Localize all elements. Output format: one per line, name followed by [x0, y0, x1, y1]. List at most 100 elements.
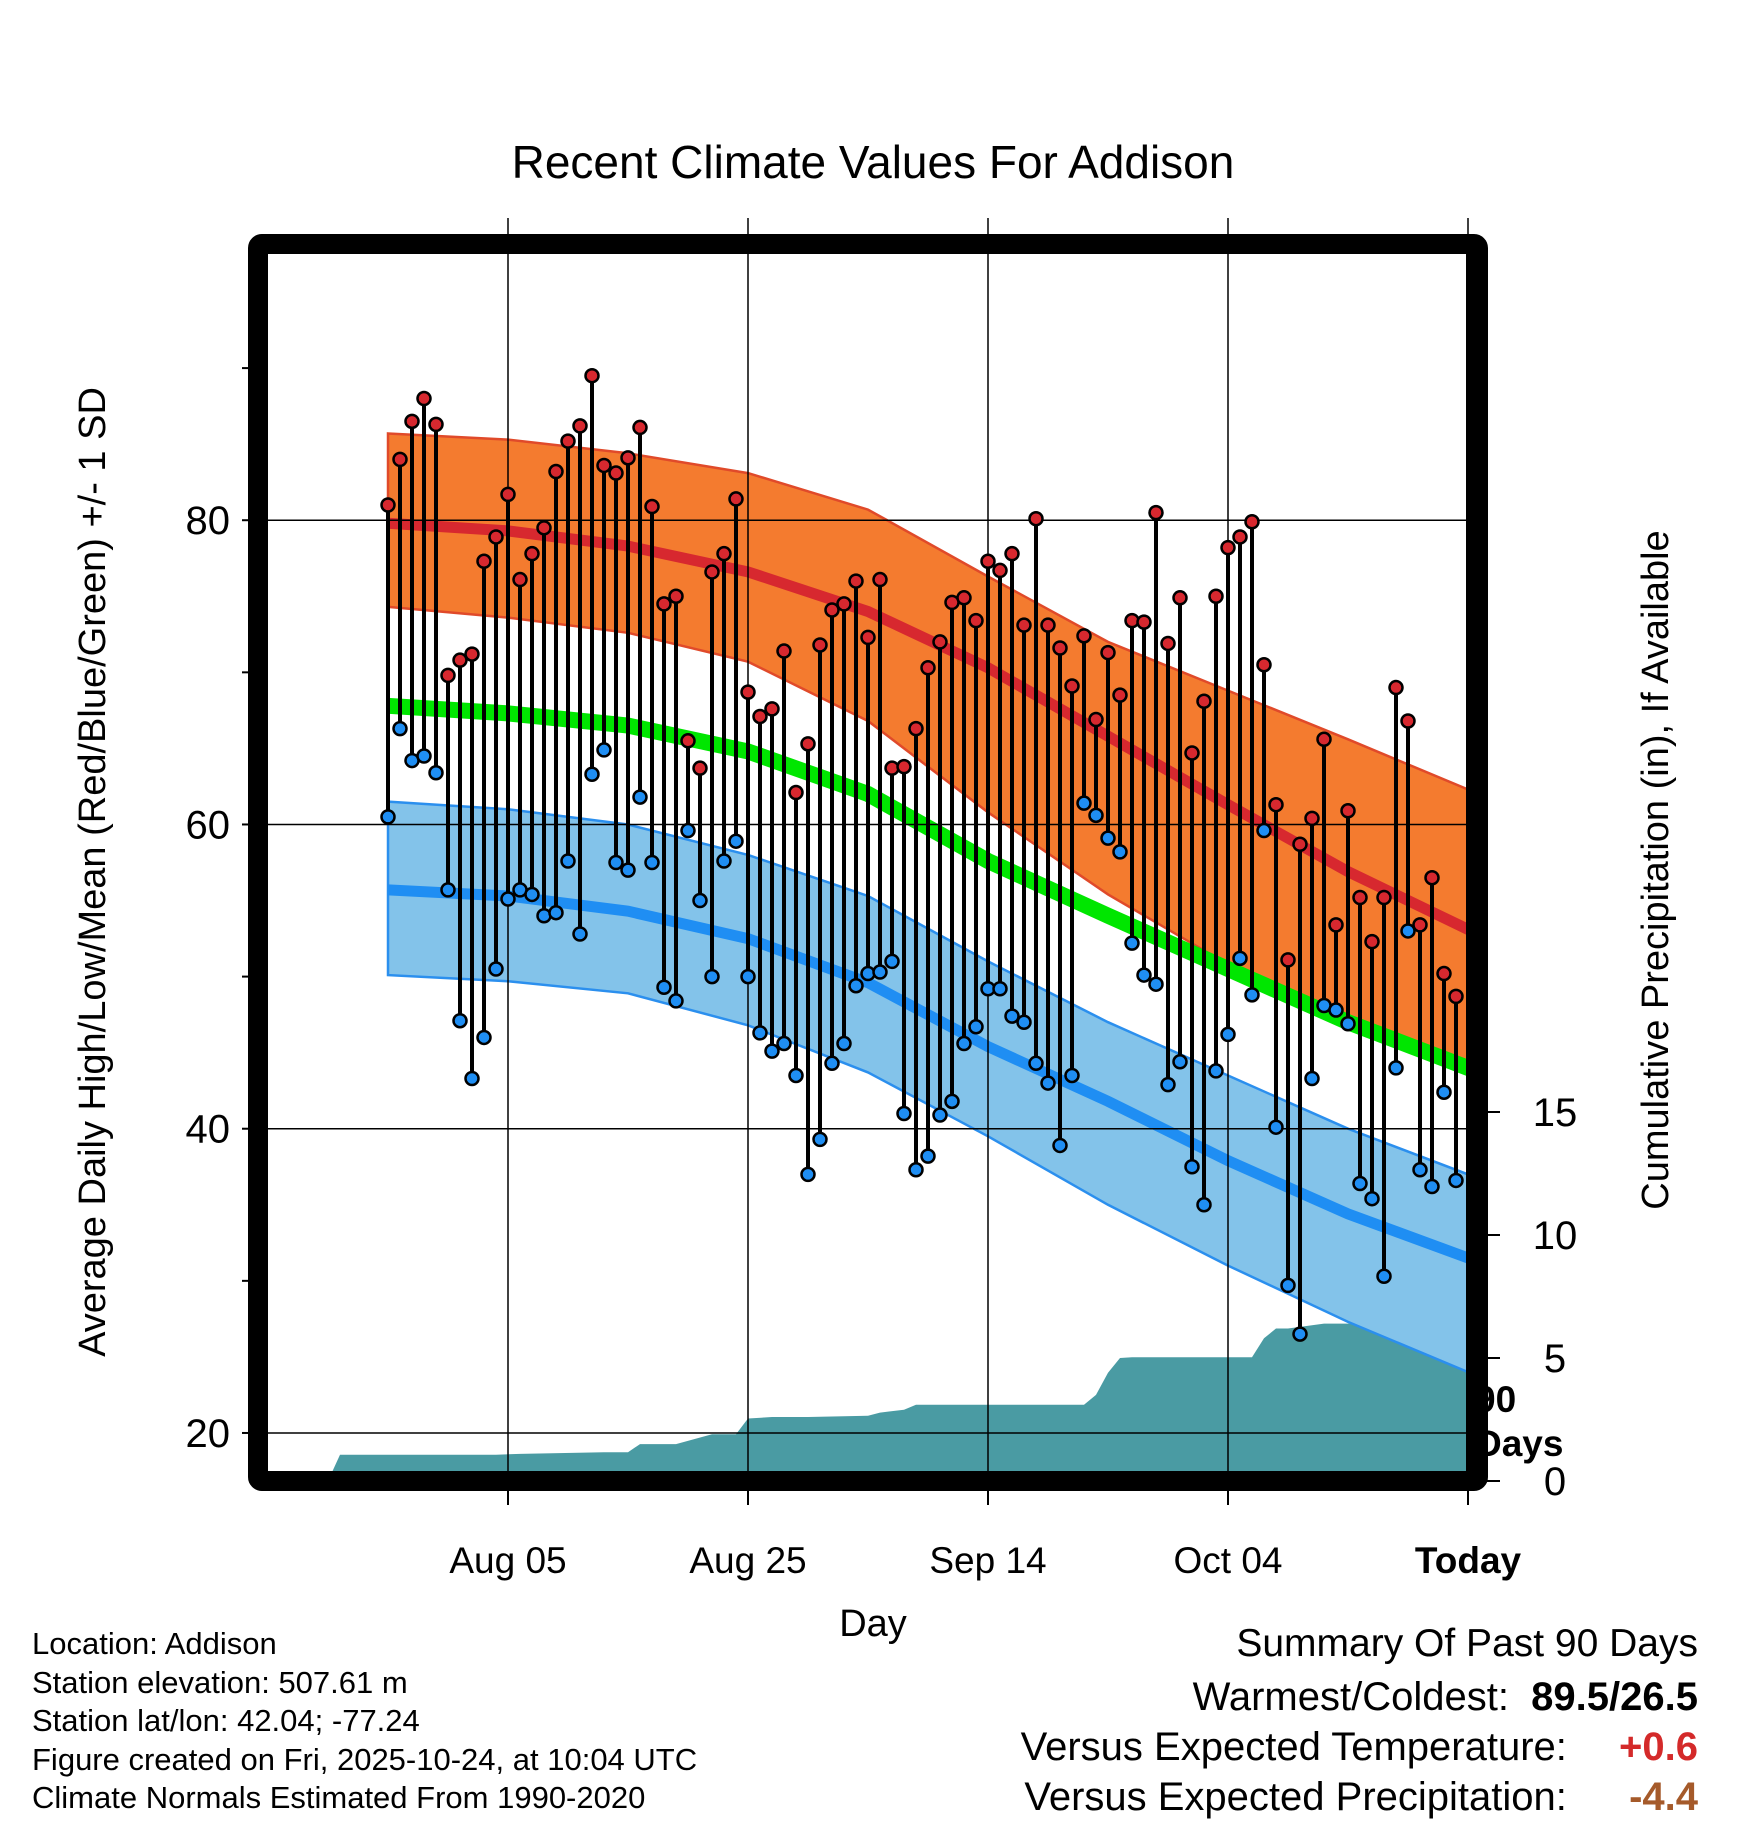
low-point — [1208, 1063, 1224, 1079]
info-created: Figure created on Fri, 2025-10-24, at 10… — [32, 1741, 698, 1777]
low-point — [392, 720, 408, 737]
low-point — [644, 854, 660, 871]
low-point — [1004, 1008, 1020, 1024]
y-tick-label: 60 — [186, 803, 231, 847]
high-point — [680, 733, 696, 749]
low-point — [416, 748, 432, 764]
high-point — [860, 629, 876, 646]
daily-bars — [380, 367, 1464, 1342]
high-point — [1388, 679, 1404, 696]
chart-title: Recent Climate Values For Addison — [512, 136, 1235, 188]
high-point — [416, 390, 432, 407]
low-point — [656, 979, 672, 995]
high-point — [392, 451, 408, 468]
high-point — [1208, 588, 1224, 605]
low-point — [476, 1029, 492, 1046]
low-point — [1196, 1197, 1212, 1213]
high-point — [824, 602, 840, 618]
high-point — [632, 419, 648, 436]
summary-precipitation: Versus Expected Precipitation: -4.4 — [1021, 1772, 1698, 1822]
low-point — [1364, 1190, 1380, 1207]
high-point — [656, 596, 672, 612]
high-point — [692, 760, 708, 776]
high-point — [1064, 678, 1080, 694]
low-point — [1304, 1070, 1320, 1087]
high-point — [788, 784, 804, 801]
low-point — [896, 1105, 912, 1122]
high-point — [1148, 504, 1164, 521]
high-point — [1280, 952, 1296, 968]
high-point — [1256, 656, 1272, 673]
low-point — [1160, 1076, 1176, 1093]
low-point — [992, 981, 1008, 997]
low-point — [1088, 807, 1104, 824]
high-point — [800, 736, 816, 752]
high-point — [716, 545, 732, 562]
high-point — [1400, 713, 1416, 729]
low-point — [620, 862, 636, 878]
low-point — [1244, 987, 1260, 1003]
low-point — [1124, 935, 1140, 951]
info-elevation: Station elevation: 507.61 m — [32, 1664, 408, 1700]
high-point — [1328, 917, 1344, 933]
high-point — [1304, 810, 1320, 827]
low-point — [524, 886, 540, 903]
high-point — [1076, 628, 1092, 644]
high-point — [1316, 731, 1332, 748]
high-point — [452, 652, 468, 668]
high-point — [1424, 869, 1440, 886]
high-point — [1040, 617, 1056, 633]
high-point — [992, 562, 1008, 579]
high-point — [476, 553, 492, 570]
high-point — [500, 486, 516, 503]
high-point — [1364, 933, 1380, 950]
low-point — [1340, 1016, 1356, 1032]
summary-temperature: Versus Expected Temperature: +0.6 — [1021, 1722, 1698, 1772]
y2-tick-label: 15 — [1533, 1091, 1578, 1135]
high-point — [572, 418, 588, 434]
high-point — [956, 590, 972, 606]
low-point — [1424, 1178, 1440, 1195]
low-point — [764, 1043, 780, 1059]
low-point — [680, 822, 696, 839]
low-point — [848, 977, 864, 994]
low-point — [1028, 1055, 1044, 1072]
summary-panel: Summary Of Past 90 Days Warmest/Coldest:… — [1021, 1620, 1698, 1822]
low-point — [872, 964, 888, 980]
low-point — [932, 1107, 948, 1123]
high-point — [740, 684, 756, 700]
low-point — [1016, 1014, 1032, 1030]
high-point — [1376, 889, 1392, 906]
info-latlon: Station lat/lon: 42.04; -77.24 — [32, 1703, 420, 1738]
low-point — [1136, 967, 1152, 983]
low-point — [1400, 923, 1416, 939]
summary-extremes: Warmest/Coldest: 89.5/26.5 — [1021, 1672, 1698, 1722]
summary-title: Summary Of Past 90 Days — [1236, 1622, 1698, 1665]
low-point — [1064, 1067, 1080, 1084]
low-point — [1436, 1084, 1452, 1100]
high-point — [704, 564, 720, 580]
low-point — [908, 1162, 924, 1178]
info-location: Location: Addison — [32, 1626, 277, 1661]
info-normals-period: Climate Normals Estimated From 1990-2020 — [32, 1780, 646, 1815]
x-tick-label: Oct 04 — [1174, 1540, 1283, 1581]
low-point — [464, 1070, 480, 1087]
high-point — [920, 660, 936, 676]
high-point — [908, 720, 924, 737]
high-point — [1004, 545, 1020, 562]
low-point — [812, 1131, 828, 1148]
high-point — [1412, 917, 1428, 933]
high-point — [1136, 614, 1152, 630]
station-info: Location: Addison Station elevation: 507… — [32, 1625, 697, 1818]
low-point — [692, 892, 708, 909]
low-point — [1076, 795, 1092, 811]
high-point — [488, 529, 504, 545]
high-point — [404, 413, 420, 430]
high-point — [524, 545, 540, 562]
high-point — [1448, 988, 1464, 1005]
low-point — [1388, 1060, 1404, 1076]
extremes-label: Warmest/Coldest: — [1192, 1675, 1509, 1719]
low-point — [944, 1093, 960, 1110]
low-point — [632, 789, 648, 805]
